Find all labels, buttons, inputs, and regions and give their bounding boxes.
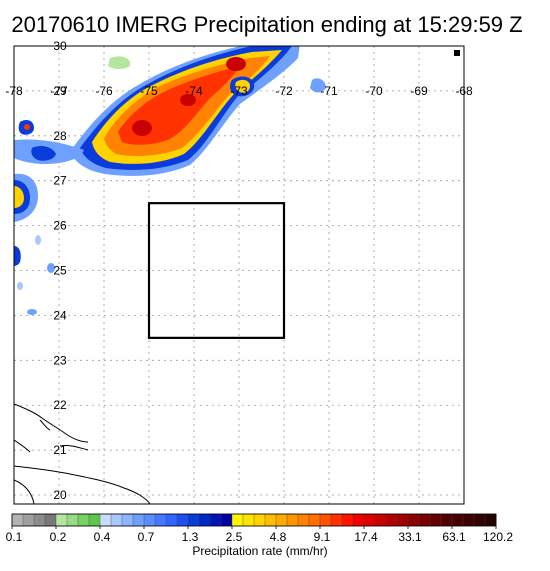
lat-label: 23 [53,353,67,367]
colorbar-tick-label: 2.5 [226,530,243,544]
colorbar-tick-label: 120.2 [483,530,513,544]
lon-label: -78 [5,84,23,98]
colorbar-tick-label: 9.1 [314,530,331,544]
colorbar-tick-label: 63.1 [442,530,466,544]
colorbar-tick-label: 0.7 [138,530,155,544]
lat-label: 21 [53,443,67,457]
rain-core [226,57,246,71]
rain-cell [454,50,460,56]
lat-label: 28 [53,129,67,143]
rain-core [180,94,196,106]
colorbar-tick-label: 0.2 [50,530,67,544]
colorbar-tick-label: 0.1 [6,530,23,544]
map-title: 20170610 IMERG Precipitation ending at 1… [11,12,523,37]
lat-label: 26 [53,219,67,233]
colorbar-tick-label: 1.3 [182,530,199,544]
lat-label: 29 [53,84,67,98]
rain-cell [14,246,21,266]
lat-label: 20 [53,488,67,502]
study-area-box [147,202,286,339]
longitude-labels: -78 -77 -76 -75 -74 -73 -72 -71 -70 -69 -68 [5,84,473,98]
lon-label: -75 [140,84,158,98]
lat-label: 22 [53,398,67,412]
colorbar-title: Precipitation rate (mm/hr) [192,544,328,558]
colorbar-tick-label: 4.8 [270,530,287,544]
lat-label: 27 [53,174,67,188]
colorbar-tick-label: 33.1 [398,530,422,544]
rain-core [132,120,152,136]
rain-band-northwest [70,46,300,176]
latitude-labels: 20 21 22 23 24 25 26 27 28 29 30 [53,39,67,502]
colorbar-tick-label: 0.4 [94,530,111,544]
lat-label: 25 [53,264,67,278]
lon-label: -76 [95,84,113,98]
lon-label: -74 [185,84,203,98]
lon-label: -77 [50,84,68,98]
rain-cell [310,78,326,93]
lon-label: -72 [275,84,293,98]
lat-label: 24 [53,308,67,322]
rain-cell [35,235,41,245]
lon-label: -69 [410,84,428,98]
lat-label: 30 [53,39,67,53]
rain-cell [14,186,24,208]
rain-cell [31,146,56,161]
rain-cell [24,124,30,130]
lon-label: -73 [230,84,248,98]
rain-cell [108,56,131,69]
lon-label: -71 [320,84,338,98]
lon-label: -68 [455,84,473,98]
map-frame [13,45,465,505]
rain-cells-west [14,50,460,315]
colorbar-tick-label: 17.4 [354,530,378,544]
rain-cell [27,309,37,315]
rain-cell [47,263,55,273]
precipitation-map: -78 -77 -76 -75 -74 -73 -72 -71 -70 -69 -68 20 21 22… [5,39,473,505]
rain-cell [17,282,23,290]
rain-cell-northeast [235,79,250,93]
lon-label: -70 [365,84,383,98]
colorbar-tick-labels: 0.1 0.2 0.4 0.7 1.3 2.5 4.8 9.1 17.4 33.1 63.1 120.… [6,526,513,544]
coastlines [14,403,151,504]
